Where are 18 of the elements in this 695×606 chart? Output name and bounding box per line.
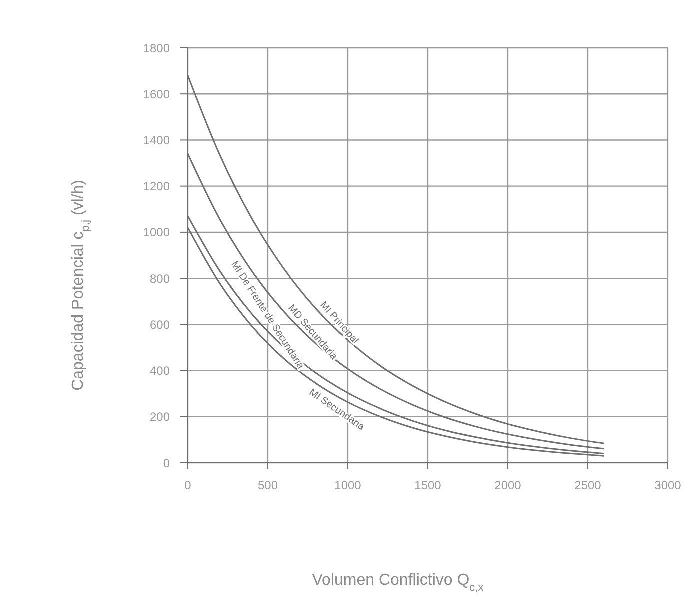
x-tick-label: 1500	[414, 478, 442, 493]
x-tick-label: 3000	[654, 478, 682, 493]
x-axis-title: Volumen Conflictivo Q$_{c,x}$	[312, 572, 484, 594]
x-tick-label: 1000	[334, 478, 362, 493]
y-tick-label: 1200	[143, 180, 170, 194]
y-tick-label: 0	[163, 456, 170, 470]
y-tick-label: 600	[150, 318, 170, 332]
y-tick-label: 400	[150, 364, 170, 378]
x-tick-label: 2000	[494, 478, 522, 493]
y-tick-label: 1400	[143, 133, 170, 148]
x-tick-label: 0	[184, 478, 192, 493]
y-tick-label: 200	[150, 410, 170, 424]
y-tick-label: 1000	[143, 226, 170, 240]
y-tick-label: 1800	[143, 41, 170, 56]
y-tick-label: 800	[150, 272, 170, 286]
x-tick-label: 500	[258, 478, 278, 493]
x-tick-label: 2500	[574, 478, 602, 493]
y-tick-label: 1600	[143, 87, 170, 102]
